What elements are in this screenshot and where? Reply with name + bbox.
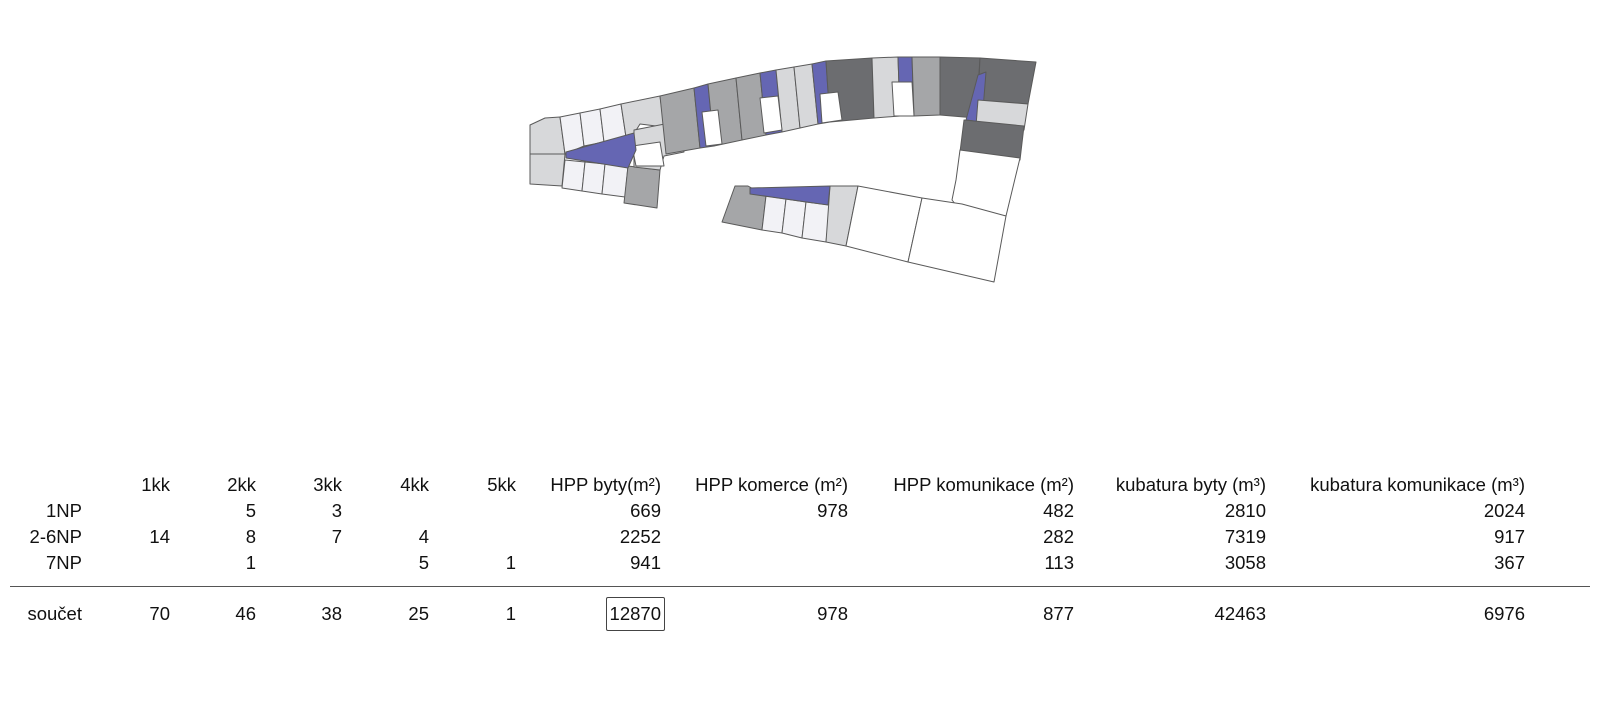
header-3kk: 3kk [313,474,342,495]
east-wing [951,71,1029,217]
unit-south-2 [581,161,606,195]
cell-7np-5kk: 1 [505,552,516,573]
cell-2-6np-kubatura-byty: 7319 [1224,526,1266,547]
floor-plan-diagram [529,56,1037,283]
stair-core-west [631,141,665,167]
unit-s-4 [801,201,831,243]
cell-1np-kubatura-komunikace: 2024 [1483,500,1525,521]
cell-1np-2kk: 5 [245,500,256,521]
cell-1np-hpp-byty: 669 [630,500,661,521]
unit-corner-nw [529,116,566,155]
row-label-1np: 1NP [46,500,82,521]
row-label-total: součet [27,603,82,624]
corridor-west [565,132,637,169]
cell-2-6np-4kk: 4 [418,526,429,547]
total-kubatura-komunikace: 6976 [1483,603,1525,624]
south-block [721,185,1007,283]
total-hpp-komerce: 978 [817,603,848,624]
cell-2-6np-1kk: 14 [149,526,170,547]
cell-2-6np-3kk: 7 [331,526,342,547]
cell-7np-2kk: 1 [245,552,256,573]
stair-core-n-2 [759,95,783,134]
row-label-7np: 7NP [46,552,82,573]
total-4kk: 25 [408,603,429,624]
commercial-2 [907,197,1007,283]
cell-2-6np-2kk: 8 [245,526,256,547]
header-4kk: 4kk [400,474,429,495]
total-5kk: 1 [505,603,516,624]
unit-south-1 [561,159,586,192]
summary-table: 1kk 2kk 3kk 4kk 5kk HPP byty(m²) HPP kom… [10,470,1590,650]
west-wing [529,95,685,209]
cell-2-6np-hpp-komunikace: 282 [1043,526,1074,547]
header-hpp-komunikace: HPP komunikace (m²) [893,474,1074,495]
row-label-2-6np: 2-6NP [29,526,82,547]
header-1kk: 1kk [141,474,170,495]
unit-corner-sw [529,153,566,187]
cell-7np-hpp-byty: 941 [630,552,661,573]
cell-7np-kubatura-byty: 3058 [1224,552,1266,573]
cell-7np-kubatura-komunikace: 367 [1494,552,1525,573]
header-hpp-byty: HPP byty(m²) [550,474,661,495]
total-hpp-byty-highlighted: 12870 [605,597,665,631]
cell-7np-hpp-komunikace: 113 [1044,552,1075,573]
stair-core-n-3 [819,91,843,124]
header-kubatura-byty: kubatura byty (m³) [1115,474,1266,495]
cell-1np-hpp-komerce: 978 [817,500,848,521]
stair-core-n-1 [701,109,723,147]
unit-south-4 [623,165,661,209]
cell-1np-kubatura-byty: 2810 [1224,500,1266,521]
total-3kk: 38 [321,603,342,624]
total-2kk: 46 [235,603,256,624]
unit-ne-2 [977,57,1037,105]
header-hpp-komerce: HPP komerce (m²) [695,474,848,495]
cell-1np-hpp-komunikace: 482 [1043,500,1074,521]
north-wing [659,56,1037,155]
unit-south-3 [601,163,629,198]
unit-n-12 [911,56,941,117]
cell-2-6np-hpp-byty: 2252 [619,526,661,547]
unit-n-1 [659,87,701,155]
total-separator-line [10,586,1590,587]
header-2kk: 2kk [227,474,256,495]
total-1kk: 70 [149,603,170,624]
total-hpp-komunikace: 877 [1043,603,1074,624]
cell-7np-4kk: 5 [418,552,429,573]
total-kubatura-byty: 42463 [1214,603,1266,624]
corridor-south [749,185,831,206]
stair-core-n-4 [891,81,915,117]
header-kubatura-komunikace: kubatura komunikace (m³) [1310,474,1525,495]
cell-1np-3kk: 3 [331,500,342,521]
cell-2-6np-kubatura-komunikace: 917 [1494,526,1525,547]
header-5kk: 5kk [487,474,516,495]
